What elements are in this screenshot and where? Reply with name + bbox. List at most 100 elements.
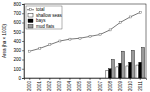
plot: 0100200300400500600700800200020012002200… <box>13 2 146 91</box>
y-axis-line <box>22 5 25 79</box>
x-tick-mark <box>79 78 80 80</box>
y-axis: 0 100 200 300 400 500 600 700 800 <box>13 2 24 81</box>
x-tick-label: 2006 <box>87 81 92 92</box>
x-tick-label: 2001 <box>37 81 42 92</box>
legend-marker <box>30 9 32 11</box>
legend-entry: bays <box>28 18 46 23</box>
x-tick-label: 2007 <box>98 81 103 92</box>
x-tick-mark <box>59 78 60 80</box>
chart: 0100200300400500600700800200020012002200… <box>0 0 150 92</box>
x-tick: 2001 <box>37 78 42 91</box>
x-tick-mark <box>49 78 50 80</box>
line-marker <box>99 34 101 36</box>
x-tick: 2009 <box>118 78 123 91</box>
line-marker <box>49 44 51 46</box>
y-tick-label: 100 <box>13 67 21 72</box>
bar <box>106 71 109 78</box>
legend-swatch <box>28 14 33 18</box>
x-tick: 2000 <box>27 78 32 91</box>
legend-entry: total <box>27 7 45 12</box>
x-tick-label: 2005 <box>77 81 82 92</box>
x-tick: 2005 <box>77 78 82 91</box>
x-tick-mark <box>140 78 141 80</box>
legend-swatch <box>27 9 34 10</box>
y-tick-label: 0 <box>18 76 21 81</box>
x-tick-mark <box>90 78 91 80</box>
legend-box <box>26 6 62 29</box>
line-marker <box>89 35 91 37</box>
y-tick: 300 <box>13 48 24 53</box>
x-tick: 2010 <box>128 78 133 91</box>
x-tick-label: 2002 <box>47 81 52 92</box>
y-tick-mark <box>22 78 24 79</box>
bar <box>139 62 142 78</box>
y-tick: 500 <box>13 30 24 35</box>
y-axis-title: Area (ha × 1000) <box>2 24 7 58</box>
line-marker <box>119 22 121 24</box>
x-tick-label: 2004 <box>67 81 72 92</box>
bar <box>122 51 125 78</box>
y-tick-mark <box>22 23 24 24</box>
x-tick: 2006 <box>87 78 92 91</box>
y-tick-label: 600 <box>13 20 21 25</box>
x-tick-label: 2000 <box>27 81 32 92</box>
legend-label: shallow seas <box>36 13 63 18</box>
x-tick-mark <box>110 78 111 80</box>
x-tick-mark <box>39 78 40 80</box>
y-tick: 200 <box>13 57 24 62</box>
legend-label: mud flats <box>36 24 55 29</box>
x-axis-line <box>25 79 147 81</box>
bar <box>132 50 135 78</box>
x-tick-label: 2011 <box>138 81 143 91</box>
y-tick: 100 <box>13 67 24 72</box>
x-tick: 2003 <box>57 78 62 91</box>
y-tick-mark <box>22 13 24 14</box>
legend-swatch <box>28 19 33 23</box>
legend-label: total <box>36 7 45 12</box>
x-axis: 2000 2001 2002 2003 2004 2005 2006 2007 2008 2009… <box>25 78 147 91</box>
line-marker <box>109 29 111 31</box>
bar <box>136 65 139 78</box>
bar <box>142 47 145 78</box>
x-tick-mark <box>69 78 70 80</box>
x-tick-label: 2003 <box>57 81 62 92</box>
line-marker <box>59 40 61 42</box>
y-tick-mark <box>22 32 24 33</box>
x-tick-mark <box>120 78 121 80</box>
y-tick-label: 800 <box>13 2 21 7</box>
x-tick: 2007 <box>98 78 103 91</box>
plot-frame <box>24 4 146 78</box>
x-tick-mark <box>29 78 30 80</box>
y-tick: 400 <box>13 39 24 44</box>
y-tick: 800 <box>13 2 24 7</box>
y-tick-mark <box>22 4 24 5</box>
y-tick-label: 700 <box>13 11 21 16</box>
y-tick: 600 <box>13 20 24 25</box>
bar <box>119 63 122 78</box>
legend-entry: shallow seas <box>28 13 63 18</box>
x-tick-mark <box>100 78 101 80</box>
x-tick-label: 2009 <box>118 81 123 92</box>
legend-label: bays <box>36 18 46 23</box>
legend-swatch <box>28 25 33 29</box>
x-tick: 2011 <box>138 78 143 91</box>
x-tick-label: 2008 <box>108 81 113 92</box>
line-marker <box>69 38 71 40</box>
line-marker <box>129 16 131 18</box>
x-tick: 2008 <box>108 78 113 91</box>
line-marker <box>39 47 41 49</box>
bar <box>109 69 112 78</box>
x-tick-label: 2010 <box>128 81 133 92</box>
line-marker <box>29 50 31 52</box>
y-tick-mark <box>22 60 24 61</box>
line-marker <box>139 11 141 13</box>
y-tick-mark <box>22 69 24 70</box>
y-tick-label: 400 <box>13 39 21 44</box>
y-tick: 0 <box>18 76 24 81</box>
y-tick-label: 300 <box>13 48 21 53</box>
legend: totalshallow seasbaysmud flats <box>26 6 63 29</box>
bar <box>126 66 129 78</box>
x-tick-mark <box>130 78 131 80</box>
y-tick-label: 200 <box>13 57 21 62</box>
bar <box>112 60 115 79</box>
